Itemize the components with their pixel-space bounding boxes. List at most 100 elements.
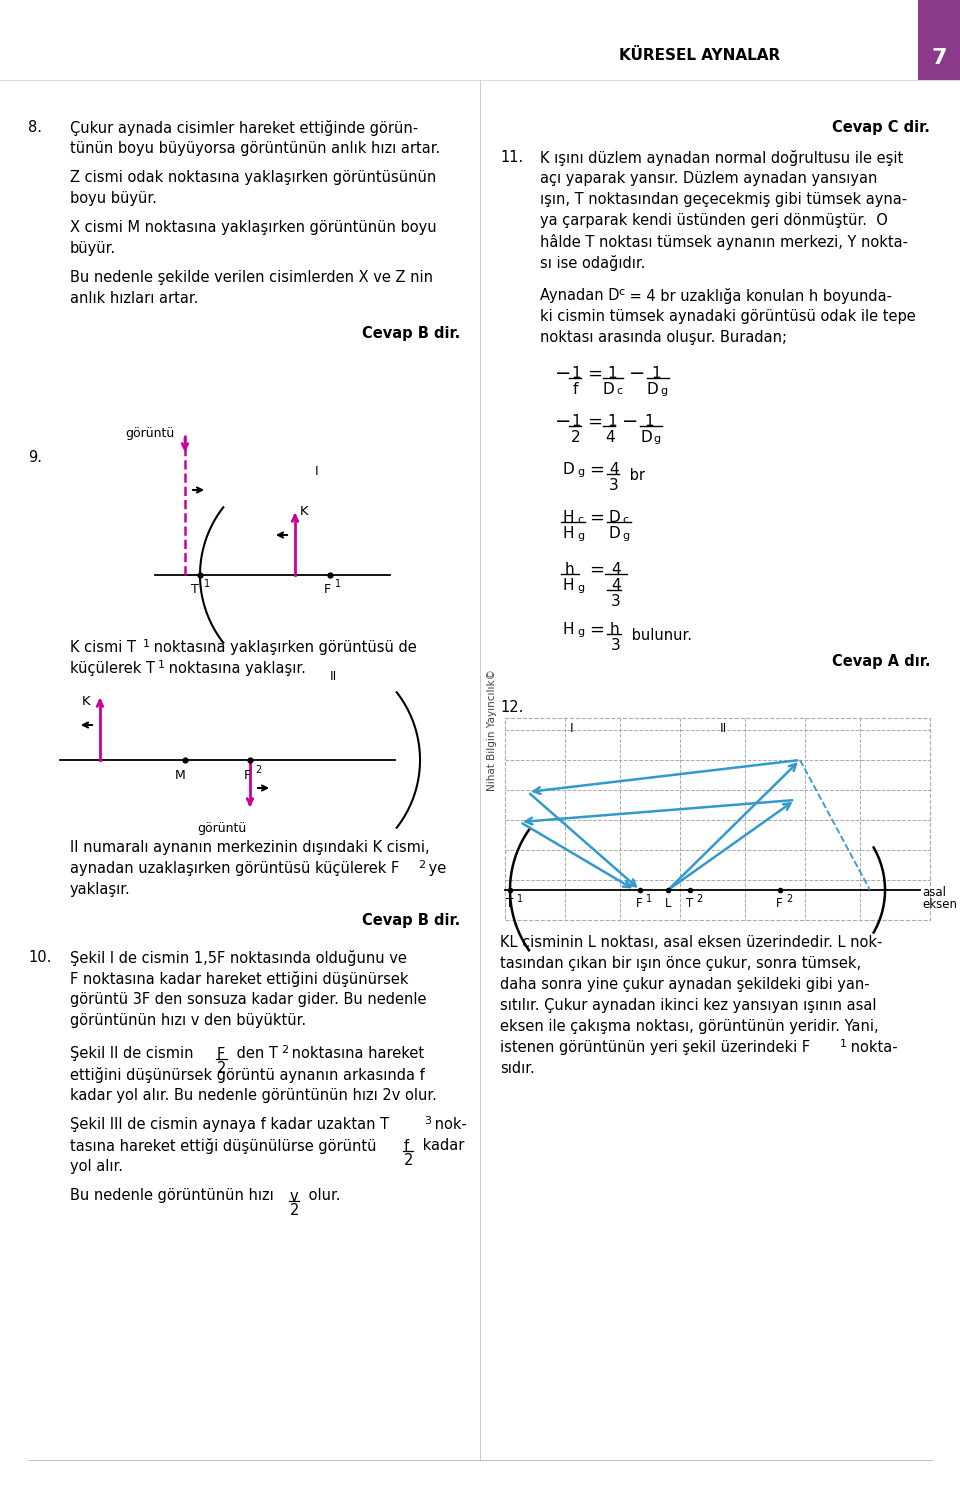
Text: f: f <box>404 1138 409 1153</box>
Text: v: v <box>290 1189 299 1204</box>
Text: g: g <box>577 627 584 637</box>
Text: c: c <box>577 515 583 525</box>
Bar <box>505 718 930 921</box>
Text: hâlde T noktası tümsek aynanın merkezi, Y nokta-: hâlde T noktası tümsek aynanın merkezi, … <box>540 234 908 251</box>
Text: II: II <box>720 722 728 736</box>
Text: 2: 2 <box>418 859 425 870</box>
Text: ki cismin tümsek aynadaki görüntüsü odak ile tepe: ki cismin tümsek aynadaki görüntüsü odak… <box>540 309 916 324</box>
Text: 1: 1 <box>651 366 660 380</box>
Text: yaklaşır.: yaklaşır. <box>70 882 131 897</box>
Text: ya çarparak kendi üstünden geri dönmüştür.  O: ya çarparak kendi üstünden geri dönmüştü… <box>540 213 888 228</box>
Text: 1: 1 <box>335 579 341 589</box>
Text: istenen görüntünün yeri şekil üzerindeki F: istenen görüntünün yeri şekil üzerindeki… <box>500 1040 810 1055</box>
Text: 1: 1 <box>517 894 523 904</box>
Text: D: D <box>563 463 575 477</box>
Text: boyu büyür.: boyu büyür. <box>70 191 156 206</box>
Text: ye: ye <box>424 861 446 876</box>
Text: D: D <box>603 382 614 397</box>
Text: Çukur aynada cisimler hareket ettiğinde görün-: Çukur aynada cisimler hareket ettiğinde … <box>70 119 419 136</box>
Text: 10.: 10. <box>28 950 52 965</box>
Text: sı ise odağıdır.: sı ise odağıdır. <box>540 255 645 272</box>
Text: tünün boyu büyüyorsa görüntünün anlık hızı artar.: tünün boyu büyüyorsa görüntünün anlık hı… <box>70 142 441 157</box>
Text: F noktasına kadar hareket ettiğini düşünürsek: F noktasına kadar hareket ettiğini düşün… <box>70 971 409 988</box>
Text: 1: 1 <box>607 366 616 380</box>
Text: h: h <box>565 562 575 577</box>
Text: KÜRESEL AYNALAR: KÜRESEL AYNALAR <box>619 48 780 63</box>
Text: kadar: kadar <box>418 1138 465 1153</box>
Text: Bu nedenle görüntünün hızı: Bu nedenle görüntünün hızı <box>70 1188 274 1203</box>
Text: görüntü 3F den sonsuza kadar gider. Bu nedenle: görüntü 3F den sonsuza kadar gider. Bu n… <box>70 992 426 1007</box>
Text: = 4 br uzaklığa konulan h boyunda-: = 4 br uzaklığa konulan h boyunda- <box>625 288 892 304</box>
Text: F: F <box>217 1047 226 1062</box>
Text: Cevap B dir.: Cevap B dir. <box>362 325 460 342</box>
Text: büyür.: büyür. <box>70 242 116 257</box>
Text: Şekil I de cismin 1,5F noktasında olduğunu ve: Şekil I de cismin 1,5F noktasında olduğu… <box>70 950 407 965</box>
Text: I: I <box>570 722 574 736</box>
Text: den T: den T <box>232 1046 277 1061</box>
Text: K cismi T: K cismi T <box>70 640 136 655</box>
Text: I: I <box>315 466 319 477</box>
Text: 12.: 12. <box>500 700 523 715</box>
Text: ışın, T noktasından geçecekmiş gibi tümsek ayna-: ışın, T noktasından geçecekmiş gibi tüms… <box>540 192 907 207</box>
Text: küçülerek T: küçülerek T <box>70 661 155 676</box>
Text: 2: 2 <box>571 430 581 445</box>
Text: g: g <box>653 434 660 445</box>
Text: noktası arasında oluşur. Buradan;: noktası arasında oluşur. Buradan; <box>540 330 787 345</box>
Text: =: = <box>589 561 604 579</box>
Text: 1: 1 <box>571 366 581 380</box>
Text: Z cismi odak noktasına yaklaşırken görüntüsünün: Z cismi odak noktasına yaklaşırken görün… <box>70 170 436 185</box>
Text: D: D <box>609 527 621 542</box>
Text: g: g <box>577 467 584 477</box>
Text: açı yaparak yansır. Düzlem aynadan yansıyan: açı yaparak yansır. Düzlem aynadan yansı… <box>540 172 877 186</box>
Text: 3: 3 <box>611 639 621 653</box>
Text: 1: 1 <box>158 659 165 670</box>
Text: Şekil III de cismin aynaya f kadar uzaktan T: Şekil III de cismin aynaya f kadar uzakt… <box>70 1118 389 1132</box>
Text: 1: 1 <box>204 579 210 589</box>
Text: br: br <box>625 468 645 483</box>
Text: h: h <box>610 622 619 637</box>
Text: yol alır.: yol alır. <box>70 1159 123 1174</box>
Text: g: g <box>660 386 667 395</box>
Text: 3: 3 <box>611 594 621 609</box>
Text: H: H <box>563 622 574 637</box>
Text: görüntü: görüntü <box>126 427 175 440</box>
Text: K: K <box>82 695 90 709</box>
Text: f: f <box>573 382 578 397</box>
Text: K ışını düzlem aynadan normal doğrultusu ile eşit: K ışını düzlem aynadan normal doğrultusu… <box>540 151 903 166</box>
Text: aynadan uzaklaşırken görüntüsü küçülerek F: aynadan uzaklaşırken görüntüsü küçülerek… <box>70 861 399 876</box>
Text: II: II <box>330 670 337 683</box>
Text: tasından çıkan bir ışın önce çukur, sonra tümsek,: tasından çıkan bir ışın önce çukur, sonr… <box>500 956 861 971</box>
Text: 4: 4 <box>609 463 618 477</box>
Text: H: H <box>563 510 574 525</box>
Text: M: M <box>175 768 185 782</box>
Text: =: = <box>587 413 602 431</box>
Text: X cismi M noktasına yaklaşırken görüntünün boyu: X cismi M noktasına yaklaşırken görüntün… <box>70 219 437 236</box>
Text: c: c <box>618 286 624 297</box>
Text: görüntünün hızı v den büyüktür.: görüntünün hızı v den büyüktür. <box>70 1013 306 1028</box>
Text: K: K <box>300 504 308 518</box>
Text: 4: 4 <box>611 577 620 592</box>
Text: 1: 1 <box>646 894 652 904</box>
Text: nokta-: nokta- <box>846 1040 898 1055</box>
Text: noktasına yaklaşır.: noktasına yaklaşır. <box>164 661 306 676</box>
Text: 2: 2 <box>786 894 792 904</box>
Text: daha sonra yine çukur aynadan şekildeki gibi yan-: daha sonra yine çukur aynadan şekildeki … <box>500 977 870 992</box>
Text: H: H <box>563 577 574 592</box>
Text: T: T <box>686 897 693 910</box>
Text: noktasına hareket: noktasına hareket <box>287 1046 424 1061</box>
Text: bulunur.: bulunur. <box>627 628 692 643</box>
Text: 3: 3 <box>609 477 619 492</box>
Text: =: = <box>587 366 602 383</box>
Text: 2: 2 <box>217 1061 227 1076</box>
Text: 1: 1 <box>143 639 150 649</box>
Text: kadar yol alır. Bu nedenle görüntünün hızı 2v olur.: kadar yol alır. Bu nedenle görüntünün hı… <box>70 1088 437 1103</box>
Text: noktasına yaklaşırken görüntüsü de: noktasına yaklaşırken görüntüsü de <box>149 640 417 655</box>
Text: D: D <box>647 382 659 397</box>
Text: eksen: eksen <box>922 898 957 912</box>
Text: c: c <box>622 515 628 525</box>
Text: F: F <box>776 897 782 910</box>
Text: Cevap A dır.: Cevap A dır. <box>831 653 930 668</box>
Text: nok-: nok- <box>430 1118 467 1132</box>
Text: 7: 7 <box>931 48 947 69</box>
Text: =: = <box>589 461 604 479</box>
